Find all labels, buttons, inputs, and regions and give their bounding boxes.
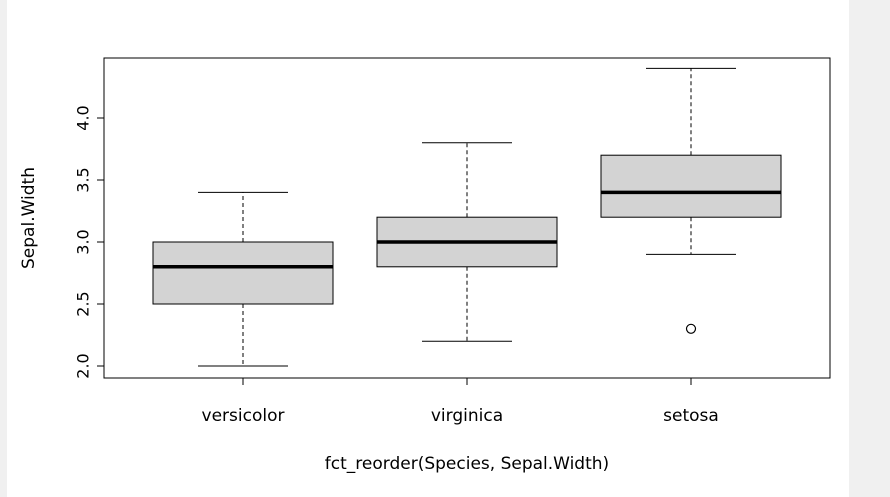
y-axis: 2.0 2.5 3.0 3.5 4.0	[74, 105, 105, 379]
boxplot-chart: 2.0 2.5 3.0 3.5 4.0 versicolor virginica setos…	[19, 57, 831, 474]
boxes-group	[152, 67, 782, 367]
y-tick-label-0: 2.0	[74, 353, 93, 378]
box-rect-setosa	[600, 154, 782, 218]
box-rect-versicolor	[152, 241, 334, 305]
y-axis-title: Sepal.Width	[19, 167, 39, 269]
y-tick-label-4: 4.0	[74, 105, 93, 130]
x-axis-title: fct_reorder(Species, Sepal.Width)	[325, 454, 609, 474]
outlier-setosa-0	[685, 323, 697, 334]
x-tick-label-virginica: virginica	[431, 406, 503, 426]
box-setosa	[600, 67, 782, 334]
y-tick-label-1: 2.5	[74, 291, 93, 316]
x-tick-label-versicolor: versicolor	[202, 406, 285, 426]
box-virginica	[376, 142, 558, 342]
y-tick-label-3: 3.5	[74, 167, 93, 192]
x-tick-label-setosa: setosa	[663, 406, 719, 426]
x-axis: versicolor virginica setosa	[202, 377, 719, 426]
plot-canvas: 2.0 2.5 3.0 3.5 4.0 versicolor virginica setos…	[7, 0, 849, 497]
y-tick-label-2: 3.0	[74, 229, 93, 254]
box-versicolor	[152, 191, 334, 367]
